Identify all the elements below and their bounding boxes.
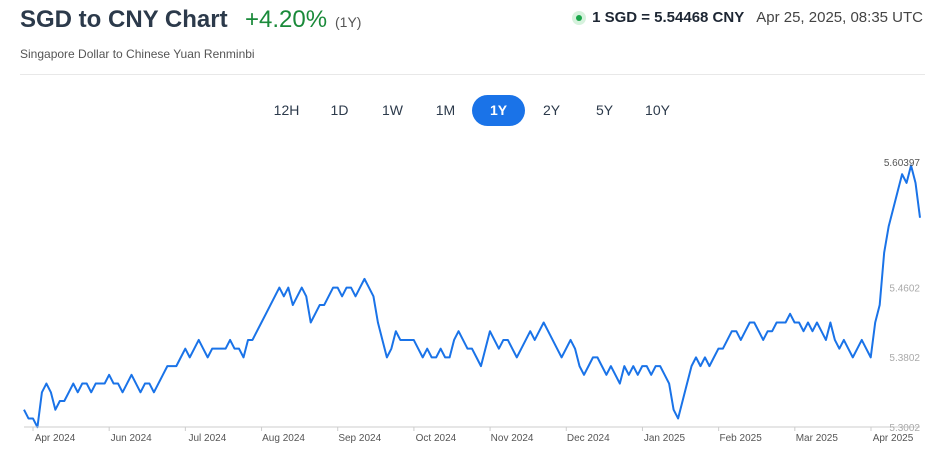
exchange-rate: 1 SGD = 5.54468 CNY bbox=[592, 9, 745, 26]
tab-1d[interactable]: 1D bbox=[330, 102, 349, 118]
tab-12h[interactable]: 12H bbox=[273, 102, 300, 118]
x-tick-label: Apr 2024 bbox=[35, 433, 76, 444]
x-tick-label: Feb 2025 bbox=[720, 433, 763, 444]
x-tick-label: Jul 2024 bbox=[188, 433, 226, 444]
x-tick-label: Dec 2024 bbox=[567, 433, 610, 444]
tab-1m[interactable]: 1M bbox=[435, 102, 456, 118]
x-tick-label: Nov 2024 bbox=[491, 433, 534, 444]
x-tick-label: Jun 2024 bbox=[111, 433, 153, 444]
tab-1w[interactable]: 1W bbox=[382, 102, 403, 118]
x-axis: Apr 2024 Jun 2024 Jul 2024 Aug 2024 Sep 2024… bbox=[24, 426, 920, 444]
x-tick-label: Sep 2024 bbox=[338, 433, 381, 444]
tab-5y[interactable]: 5Y bbox=[595, 102, 614, 118]
chart-header: SGD to CNY Chart +4.20% (1Y) Singapore D… bbox=[0, 0, 943, 75]
page-subtitle: Singapore Dollar to Chinese Yuan Renminb… bbox=[20, 47, 255, 61]
x-tick-label: Oct 2024 bbox=[416, 433, 457, 444]
x-tick-label: Mar 2025 bbox=[796, 433, 839, 444]
tab-2y[interactable]: 2Y bbox=[542, 102, 561, 118]
plot-area bbox=[23, 164, 921, 429]
y-tick-label: 5.3002 bbox=[889, 423, 920, 434]
x-tick-label: Jan 2025 bbox=[644, 433, 686, 444]
change-period: (1Y) bbox=[335, 14, 362, 30]
rate-timestamp: Apr 25, 2025, 08:35 UTC bbox=[756, 9, 923, 26]
page-title: SGD to CNY Chart bbox=[20, 6, 228, 33]
y-tick-label: 5.60397 bbox=[884, 158, 921, 169]
header-divider bbox=[20, 74, 925, 75]
tab-10y[interactable]: 10Y bbox=[645, 102, 670, 118]
period-tabs: 12H 1D 1W 1M 1Y 2Y 5Y 10Y bbox=[260, 95, 684, 126]
y-tick-label: 5.3802 bbox=[889, 353, 920, 364]
y-axis: 5.60397 5.4602 5.3802 5.3002 bbox=[884, 158, 921, 434]
live-rate: 1 SGD = 5.54468 CNY Apr 25, 2025, 08:35 … bbox=[572, 9, 923, 26]
x-tick-label: Apr 2025 bbox=[873, 433, 914, 444]
live-status-icon bbox=[572, 10, 587, 25]
x-tick-label: Aug 2024 bbox=[262, 433, 305, 444]
change-percent: +4.20% bbox=[245, 6, 328, 33]
series-line bbox=[23, 164, 921, 429]
y-tick-label: 5.4602 bbox=[889, 283, 920, 294]
line-chart[interactable]: Apr 2024 Jun 2024 Jul 2024 Aug 2024 Sep 2024… bbox=[0, 140, 943, 451]
tab-1y[interactable]: 1Y bbox=[472, 95, 525, 126]
